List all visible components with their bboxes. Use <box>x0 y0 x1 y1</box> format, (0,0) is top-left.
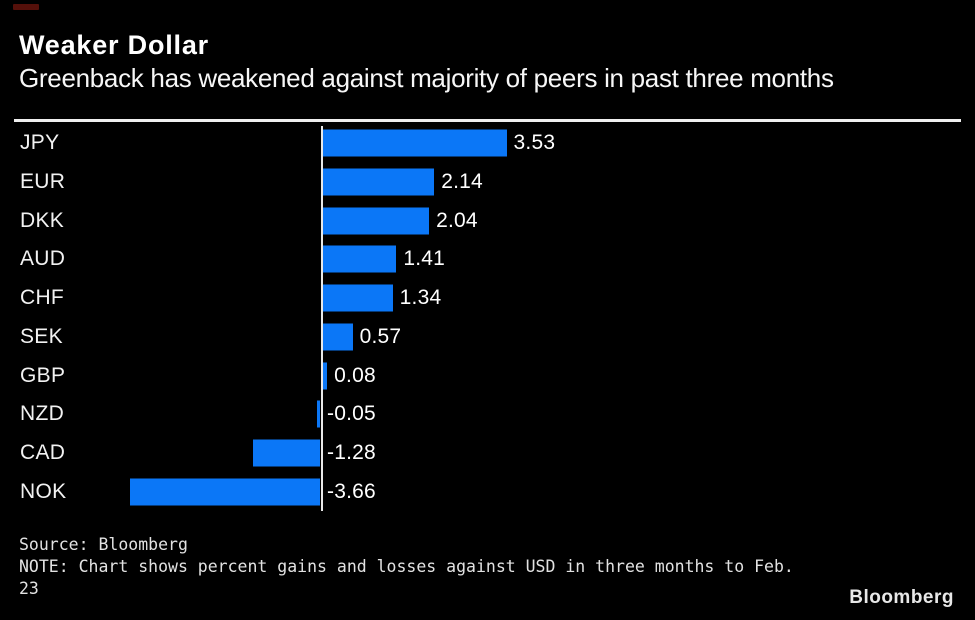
value-label: 0.08 <box>334 363 376 387</box>
chart-row: DKK 2.04 <box>0 201 975 240</box>
value-label: -3.66 <box>327 479 376 503</box>
category-label: NZD <box>20 402 65 426</box>
value-label: 2.04 <box>436 208 478 232</box>
category-label: SEK <box>20 324 63 348</box>
chart-row: SEK 0.57 <box>0 318 975 357</box>
chart-row: NZD -0.05 <box>0 395 975 434</box>
zero-axis-line <box>321 126 323 511</box>
chart-row: AUD 1.41 <box>0 240 975 279</box>
footer-notes: Source: Bloomberg NOTE: Chart shows perc… <box>19 534 794 600</box>
chart-row: CHF 1.34 <box>0 279 975 318</box>
chart-title: Weaker Dollar <box>19 30 209 60</box>
bar <box>323 284 393 312</box>
category-label: GBP <box>20 363 66 387</box>
value-label: 1.41 <box>403 247 445 271</box>
header-divider <box>14 119 961 122</box>
bar <box>323 168 435 196</box>
bar <box>317 400 320 428</box>
chart-row: NOK -3.66 <box>0 472 975 511</box>
bar <box>323 129 507 157</box>
bar <box>129 478 320 506</box>
value-label: 2.14 <box>441 170 483 194</box>
red-accent-mark <box>13 4 39 10</box>
source-text: Source: Bloomberg <box>19 535 188 554</box>
category-label: JPY <box>20 131 60 155</box>
category-label: AUD <box>20 247 66 271</box>
bar <box>323 207 430 235</box>
chart-row: JPY 3.53 <box>0 124 975 163</box>
value-label: 1.34 <box>399 286 442 310</box>
note-text-line-2: 23 <box>19 579 39 598</box>
bar <box>323 323 353 351</box>
bar <box>253 439 320 467</box>
value-label: 3.53 <box>513 131 556 155</box>
bar-chart: JPY 3.53 EUR 2.14 DKK 2.04 AUD 1.41 CHF 1.34 SEK 0.… <box>0 124 975 511</box>
value-label: -0.05 <box>327 402 376 426</box>
chart-row: CAD -1.28 <box>0 434 975 473</box>
chart-row: EUR 2.14 <box>0 163 975 202</box>
category-label: CHF <box>20 286 65 310</box>
category-label: EUR <box>20 170 66 194</box>
category-label: DKK <box>20 208 65 232</box>
category-label: CAD <box>20 440 66 464</box>
category-label: NOK <box>20 479 67 503</box>
chart-subtitle: Greenback has weakened against majority … <box>19 63 834 93</box>
value-label: 0.57 <box>359 324 402 348</box>
chart-row: GBP 0.08 <box>0 356 975 395</box>
bar <box>323 362 328 390</box>
note-text-line-1: NOTE: Chart shows percent gains and loss… <box>19 557 794 576</box>
value-label: -1.28 <box>327 440 376 464</box>
bloomberg-logo: Bloomberg <box>849 587 954 608</box>
bar <box>323 245 397 273</box>
